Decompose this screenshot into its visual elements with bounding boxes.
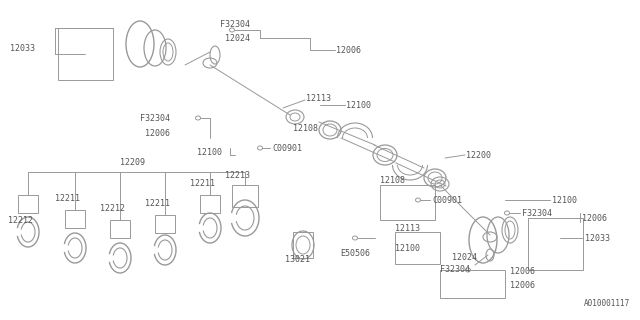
Bar — [18, 195, 38, 213]
Text: 12024: 12024 — [225, 34, 250, 43]
Text: 12209: 12209 — [120, 157, 145, 166]
Text: C00901: C00901 — [432, 196, 462, 204]
Text: F32304: F32304 — [522, 209, 552, 218]
Text: 12113: 12113 — [395, 223, 420, 233]
Bar — [440, 270, 505, 298]
Bar — [110, 220, 130, 238]
Text: 12108: 12108 — [380, 175, 405, 185]
Text: F32304: F32304 — [140, 114, 170, 123]
Text: 12006: 12006 — [510, 268, 535, 276]
Text: 12100: 12100 — [395, 244, 420, 252]
Text: 12100: 12100 — [346, 100, 371, 109]
Text: 12211: 12211 — [190, 179, 215, 188]
Text: F32304: F32304 — [440, 266, 470, 275]
Text: 12100: 12100 — [552, 196, 577, 204]
Bar — [65, 210, 85, 228]
Text: 12113: 12113 — [306, 93, 331, 102]
Text: 12211: 12211 — [145, 198, 170, 207]
Text: 12213: 12213 — [225, 171, 250, 180]
Text: 12108: 12108 — [293, 124, 318, 132]
Bar — [528, 218, 583, 270]
Text: 12212: 12212 — [100, 204, 125, 212]
Text: 12200: 12200 — [466, 150, 491, 159]
Text: 12033: 12033 — [10, 44, 35, 52]
Text: 12100: 12100 — [197, 148, 222, 156]
Text: 12006: 12006 — [510, 281, 535, 290]
Bar — [380, 185, 435, 220]
Text: 12006: 12006 — [145, 129, 170, 138]
Text: 12211: 12211 — [55, 194, 80, 203]
Text: E50506: E50506 — [340, 249, 370, 258]
Text: C00901: C00901 — [272, 143, 302, 153]
Text: 12033: 12033 — [585, 234, 610, 243]
Text: 12006: 12006 — [336, 45, 361, 54]
Bar — [58, 28, 113, 80]
Bar — [395, 232, 440, 264]
Text: 12212: 12212 — [8, 215, 33, 225]
Text: 12006: 12006 — [582, 213, 607, 222]
Bar — [200, 195, 220, 213]
Text: 12024: 12024 — [452, 253, 477, 262]
Text: 13021: 13021 — [285, 255, 310, 265]
Bar — [155, 215, 175, 233]
Bar — [232, 185, 258, 207]
Bar — [293, 232, 313, 258]
Text: A010001117: A010001117 — [584, 299, 630, 308]
Text: F32304: F32304 — [220, 20, 250, 28]
